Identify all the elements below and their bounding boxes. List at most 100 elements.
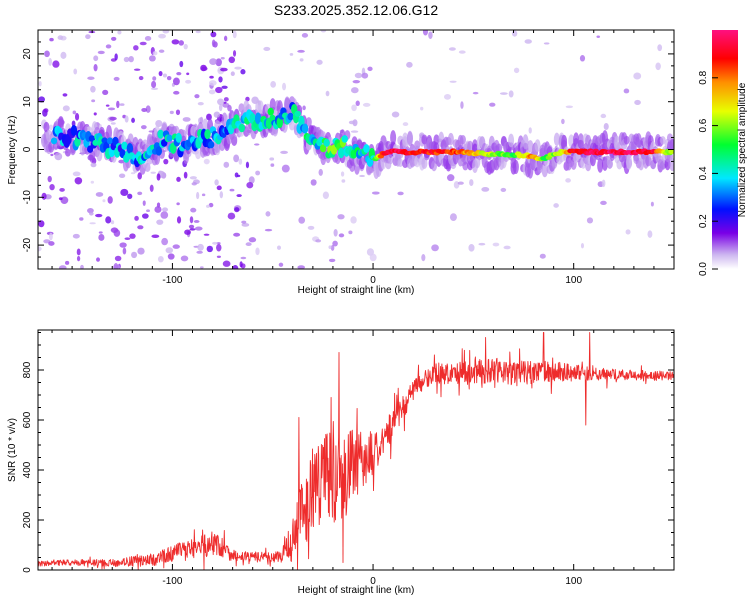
spectrogram-ridge-cell xyxy=(157,129,164,139)
snr-panel: -100 0 100 0 200 400 600 800 Height of straight… xyxy=(7,329,675,596)
spectrogram-noise-cell xyxy=(156,219,164,225)
spectrogram-noise-cell xyxy=(216,255,221,258)
spectrogram-halo-cell xyxy=(541,164,548,178)
colorbar-tick-label: 0.4 xyxy=(698,166,709,180)
spectrogram-noise-cell xyxy=(74,177,83,185)
spectrogram-halo-cell xyxy=(433,134,440,145)
spectrogram-noise-cell xyxy=(298,216,306,224)
spectrogram-noise-cell xyxy=(634,99,641,106)
spectrogram-noise-cell xyxy=(299,58,304,62)
spectrogram-noise-cell xyxy=(52,60,60,68)
spectrogram-noise-cell xyxy=(95,192,104,197)
spectrogram-noise-cell xyxy=(57,35,64,40)
spectrogram-noise-cell xyxy=(236,194,242,198)
colorbar-tick-label: 0.8 xyxy=(698,70,709,84)
spectrogram-noise-cell xyxy=(98,231,103,234)
snr-x-axis-label: Height of straight line (km) xyxy=(298,585,415,596)
spectrogram-noise-cell xyxy=(96,257,100,262)
spectrogram-noise-cell xyxy=(241,220,247,224)
spectrogram-noise-cell xyxy=(62,105,70,112)
snr-x-tick-label: 100 xyxy=(565,576,582,587)
spectrogram-halo-cell xyxy=(96,148,103,162)
spectrogram-noise-cell xyxy=(240,69,246,75)
spectrogram-noise-cell xyxy=(105,44,112,49)
spectrogram-noise-cell xyxy=(206,204,210,208)
spectrogram-noise-cell xyxy=(209,58,218,65)
spectrogram-noise-cell xyxy=(190,207,197,213)
spectrogram-noise-cell xyxy=(297,49,305,53)
spectrogram-noise-cell xyxy=(209,75,214,79)
spectrogram-noise-cell xyxy=(113,76,120,81)
spectrogram-x-axis-label: Height of straight line (km) xyxy=(298,285,415,296)
spectrogram-noise-cell xyxy=(391,111,400,118)
spectrogram-noise-cell xyxy=(49,183,55,191)
spectrogram-noise-cell xyxy=(469,179,474,187)
spectrogram-noise-cell xyxy=(328,245,332,250)
spectrogram-halo-cell xyxy=(305,117,312,127)
spectrogram-noise-cell xyxy=(189,228,196,231)
spectrogram-noise-cell xyxy=(141,125,147,130)
spectrogram-noise-cell xyxy=(172,77,180,86)
spectrogram-noise-cell xyxy=(180,255,189,262)
spectrogram-y-axis-label: Frequency (Hz) xyxy=(7,116,18,185)
spectrogram-noise-cell xyxy=(156,173,161,181)
spectrogram-halo-cell xyxy=(645,154,652,167)
spectrogram-noise-cell xyxy=(647,230,653,238)
spectrogram-noise-cell xyxy=(97,50,105,55)
spectrogram-noise-cell xyxy=(141,107,148,112)
spectrogram-noise-cell xyxy=(420,106,424,111)
spectrogram-noise-cell xyxy=(234,207,240,213)
spectrogram-noise-cell xyxy=(73,68,78,75)
spectrogram-noise-cell xyxy=(310,179,317,186)
spectrogram-noise-cell xyxy=(182,117,191,122)
spectrogram-halo-cell xyxy=(447,132,454,146)
spectrogram-noise-cell xyxy=(110,220,115,225)
spectrogram-noise-cell xyxy=(184,229,191,235)
spectrogram-noise-cell xyxy=(171,39,180,45)
spectrogram-noise-cell xyxy=(189,216,194,224)
spectrogram-ridge-cell xyxy=(50,137,58,145)
spectrogram-noise-cell xyxy=(113,229,121,237)
spectrogram-noise-cell xyxy=(195,30,201,34)
spectrogram-noise-cell xyxy=(172,244,180,249)
spectrogram-noise-cell xyxy=(354,72,363,79)
spectrogram-noise-cell xyxy=(481,187,490,192)
spectrogram-noise-cell xyxy=(152,76,157,81)
colorbar: 0.0 0.2 0.4 0.6 0.8 Normalized spectral ampl… xyxy=(698,30,748,276)
spectrogram-noise-cell xyxy=(185,79,192,84)
spectrogram-halo-cell xyxy=(402,132,409,146)
spectrogram-noise-cell xyxy=(623,88,630,94)
spectrogram-noise-cell xyxy=(169,110,174,115)
snr-plot-area xyxy=(38,332,674,570)
spectrogram-noise-cell xyxy=(162,207,169,212)
spectrogram-x-tick-label: 0 xyxy=(370,275,376,286)
spectrogram-noise-cell xyxy=(176,72,182,76)
spectrogram-heatmap xyxy=(38,30,674,269)
spectrogram-noise-cell xyxy=(277,245,282,250)
spectrogram-noise-cell xyxy=(158,49,165,53)
spectrogram-noise-cell xyxy=(503,245,511,250)
spectrogram-noise-cell xyxy=(133,45,139,51)
spectrogram-ridge-cell xyxy=(337,147,345,159)
spectrogram-noise-cell xyxy=(160,211,169,219)
spectrogram-halo-cell xyxy=(561,134,568,151)
spectrogram-ridge-cell xyxy=(121,141,128,150)
spectrogram-noise-cell xyxy=(144,36,152,41)
snr-frame xyxy=(37,329,675,571)
spectrogram-noise-cell xyxy=(137,172,142,180)
spectrogram-noise-cell xyxy=(189,176,197,180)
spectrogram-noise-cell xyxy=(270,163,275,167)
spectrogram-noise-cell xyxy=(113,262,119,269)
spectrogram-halo-cell xyxy=(89,149,96,163)
spectrogram-noise-cell xyxy=(90,85,96,93)
spectrogram-noise-cell xyxy=(524,39,532,44)
spectrogram-noise-cell xyxy=(79,217,84,221)
spectrogram-noise-cell xyxy=(91,99,96,103)
spectrogram-noise-cell xyxy=(98,233,105,241)
spectrogram-noise-cell xyxy=(565,105,574,109)
spectrogram-noise-cell xyxy=(443,93,452,100)
spectrogram-noise-cell xyxy=(114,53,118,61)
spectrogram-noise-cell xyxy=(282,82,287,91)
spectrogram-noise-cell xyxy=(233,232,241,237)
spectrogram-noise-cell xyxy=(328,258,336,263)
